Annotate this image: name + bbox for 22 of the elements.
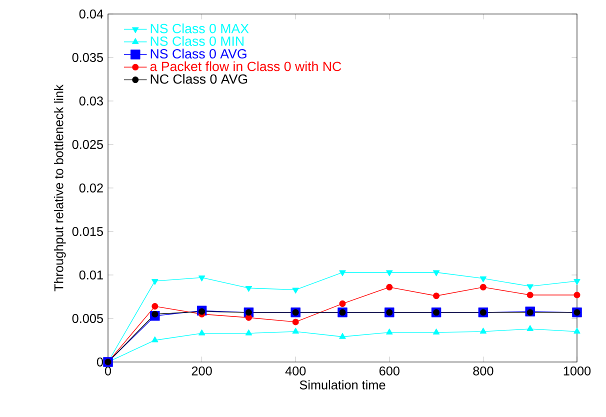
- y-tick-label: 0.02: [79, 184, 103, 192]
- y-tick-label: 0.025: [72, 140, 103, 149]
- x-tick-label: 0: [104, 366, 112, 376]
- x-tick-label: 200: [192, 366, 212, 376]
- y-tick-label: 0.04: [79, 10, 104, 18]
- legend-label: NS Class 0 MAX: [150, 23, 249, 34]
- y-tick-label: 0.01: [79, 270, 103, 280]
- legend-label: NC Class 0 AVG: [150, 74, 248, 84]
- y-tick-label: 0.035: [72, 53, 103, 62]
- x-axis-title: Simulation time: [300, 380, 386, 390]
- x-tick-label: 400: [285, 366, 306, 376]
- x-tick-label: 600: [379, 366, 400, 376]
- legend-label: a Packet flow in Class 0 with NC: [150, 61, 342, 72]
- legend-label: NS Class 0 AVG: [150, 48, 246, 59]
- x-tick-label: 800: [473, 366, 494, 376]
- x-tick-label: 1000: [564, 366, 591, 376]
- y-tick-label: 0.005: [72, 314, 103, 323]
- y-tick-label: 0.015: [72, 227, 103, 236]
- y-axis-title: Throughput relative to bottleneck link: [54, 84, 66, 292]
- legend-label: NS Class 0 MIN: [150, 36, 244, 46]
- y-tick-label: 0.03: [79, 96, 103, 106]
- y-tick-label: 0: [96, 358, 104, 366]
